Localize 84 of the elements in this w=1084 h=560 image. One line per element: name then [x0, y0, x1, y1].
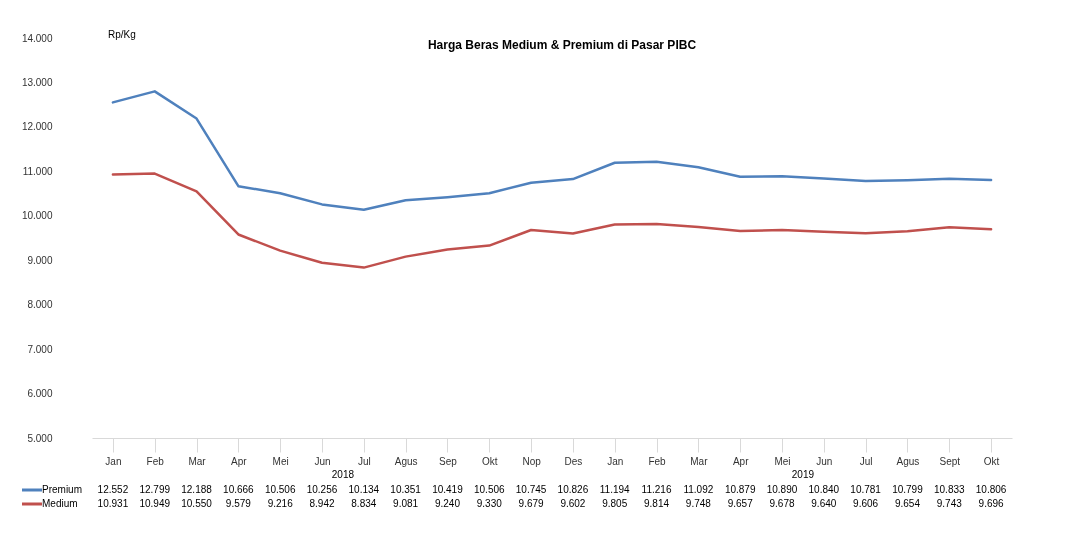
x-tick-label: Sept	[939, 455, 961, 467]
data-label: 10.879	[724, 484, 756, 495]
line-series	[111, 172, 993, 269]
y-tick-label: 13.000	[21, 76, 53, 88]
x-tick-label: Apr	[732, 455, 750, 467]
x-tick-label: Okt	[983, 455, 1000, 467]
y-tick-label: 10.000	[21, 210, 53, 222]
data-label: 11.194	[599, 484, 631, 495]
data-label: 10.949	[139, 498, 171, 509]
x-tick-label: Mar	[188, 455, 207, 467]
data-label: 10.134	[348, 484, 380, 495]
x-tick-label: Jan	[607, 455, 624, 467]
data-label: 9.654	[894, 498, 921, 509]
x-tick-label: Apr	[231, 455, 248, 467]
data-label: 9.240	[434, 498, 461, 509]
data-label: 9.330	[476, 498, 503, 509]
data-label: 10.256	[306, 484, 338, 495]
y-tick-label: 12.000	[21, 121, 53, 133]
data-label: 9.081	[393, 498, 419, 509]
data-label: 10.806	[975, 484, 1007, 495]
data-label: 11.216	[641, 484, 672, 495]
data-label: 10.833	[933, 484, 965, 495]
data-label: 12.799	[139, 484, 171, 495]
x-tick-label: Agus	[896, 455, 920, 467]
x-tick-label: Jul	[859, 455, 873, 467]
data-label: 10.666	[223, 484, 255, 495]
x-tick-label: Jun	[314, 455, 331, 467]
chart-title: Harga Beras Medium & Premium di Pasar PIBC	[427, 38, 697, 52]
data-label: 10.351	[390, 484, 422, 495]
x-tick-label: Jan	[105, 455, 122, 467]
line-series	[111, 90, 993, 212]
data-label: 10.781	[850, 484, 882, 495]
data-label: 9.640	[811, 498, 837, 509]
data-label: 10.506	[264, 484, 296, 495]
data-label: 9.216	[267, 498, 294, 509]
data-label: 8.834	[351, 498, 377, 509]
data-label: 9.814	[644, 498, 670, 509]
data-label: 10.550	[181, 498, 213, 509]
data-label: 8.942	[309, 498, 335, 509]
x-tick-label: Mei	[774, 455, 791, 467]
x-tick-label: Des	[564, 455, 583, 467]
data-label: 10.506	[473, 484, 505, 495]
data-label: 10.745	[515, 484, 547, 495]
y-tick-label: 6.000	[27, 388, 53, 400]
x-tick-label: Jul	[357, 455, 371, 467]
x-tick-label: Feb	[648, 455, 667, 467]
data-label: 9.678	[769, 498, 795, 509]
data-label: 9.743	[936, 498, 963, 509]
legend-label: Premium	[42, 484, 83, 495]
y-tick-label: 14.000	[21, 32, 53, 44]
data-label: 10.931	[97, 498, 129, 509]
data-label: 10.890	[766, 484, 798, 495]
data-label: 10.419	[432, 484, 464, 495]
data-label: 9.579	[225, 498, 252, 509]
data-label: 12.552	[97, 484, 129, 495]
legend-label: Medium	[42, 498, 78, 509]
data-label: 11.092	[683, 484, 714, 495]
data-label: 9.748	[685, 498, 712, 509]
data-label: 10.826	[557, 484, 589, 495]
y-tick-label: 7.000	[27, 343, 53, 355]
data-label: 10.799	[892, 484, 924, 495]
data-label: 9.696	[978, 498, 1005, 509]
x-tick-label: Mar	[690, 455, 709, 467]
y-tick-label: 8.000	[27, 299, 53, 311]
text: 2018	[331, 469, 355, 480]
data-label: 9.606	[853, 498, 879, 509]
text: 2019	[791, 469, 815, 480]
y-tick-label: 5.000	[27, 432, 53, 444]
x-tick-label: Mei	[272, 455, 289, 467]
x-tick-label: Agus	[394, 455, 418, 467]
data-label: 9.657	[727, 498, 754, 509]
y-tick-label: 11.000	[22, 165, 53, 177]
data-label: 9.805	[602, 498, 628, 509]
data-label: 10.840	[808, 484, 840, 495]
x-tick-label: Feb	[146, 455, 165, 467]
x-tick-label: Sep	[439, 455, 458, 467]
data-label: 12.188	[181, 484, 213, 495]
x-tick-label: Nop	[522, 455, 542, 467]
data-label: 9.602	[560, 498, 586, 509]
y-tick-label: 9.000	[27, 254, 53, 266]
data-label: 9.679	[518, 498, 545, 509]
x-tick-label: Okt	[481, 455, 498, 467]
x-tick-label: Jun	[816, 455, 833, 467]
y-axis-title: Rp/Kg	[108, 29, 136, 40]
